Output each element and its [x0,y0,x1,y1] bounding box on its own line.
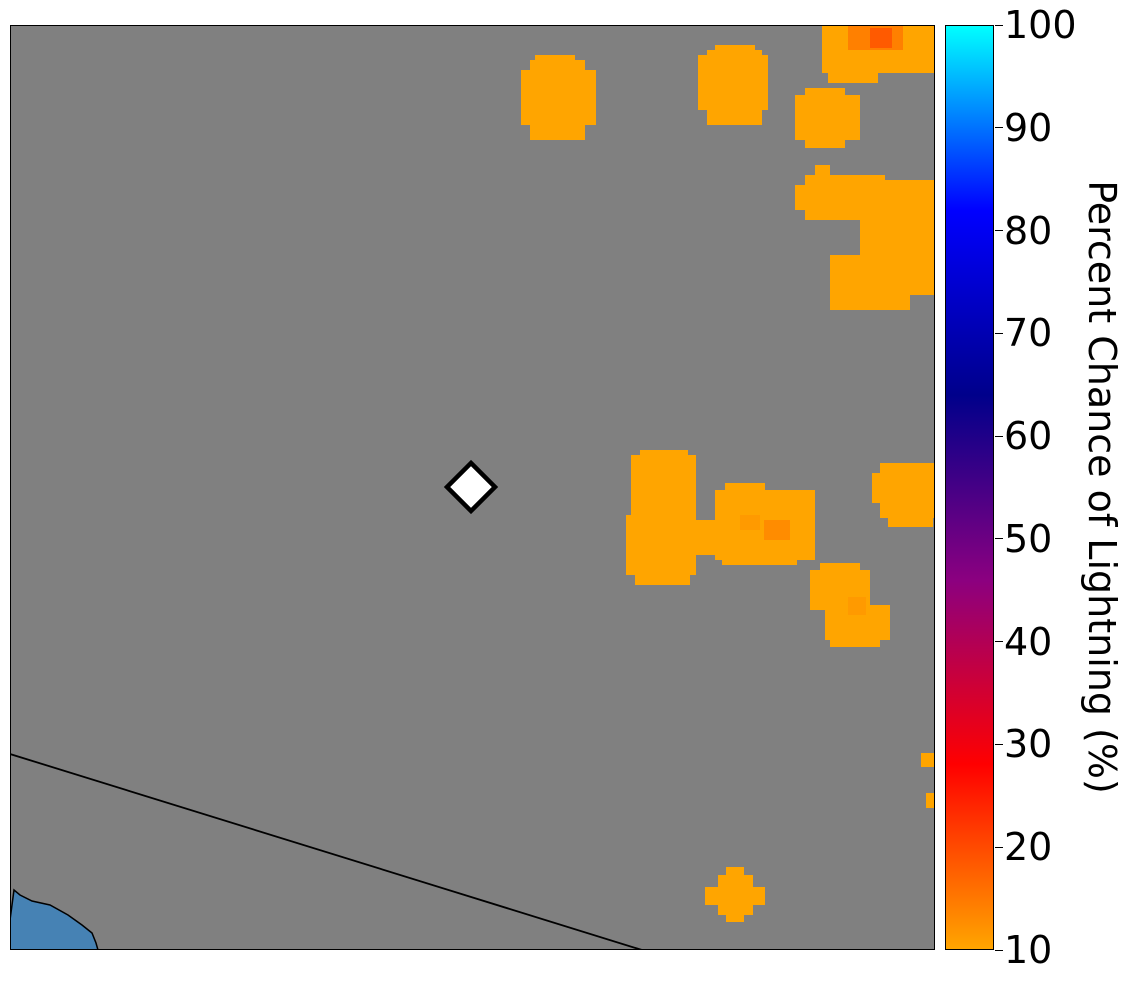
probability-patch-top-right [822,25,935,83]
probability-patch-center-right [686,483,815,565]
probability-patch-east-edge-small [921,753,935,808]
colorbar-tick-label: 20 [1004,825,1053,870]
probability-patch-east-edge [872,463,935,527]
probability-patch-southeast [810,563,890,647]
boundary-line [10,753,643,950]
colorbar-tick-label: 40 [1004,619,1053,664]
colorbar-tick-label: 60 [1004,414,1053,459]
colorbar-tick-mark [995,743,1003,745]
colorbar-tick-mark [995,332,1003,334]
colorbar-tick-mark [995,846,1003,848]
probability-patch-north-right [698,45,768,125]
map-canvas[interactable] [10,25,935,950]
colorbar-title: Percent Chance of Lightning (%) [1080,180,1124,794]
colorbar-tick-mark [995,538,1003,540]
colorbar-tick-mark [995,435,1003,437]
colorbar-tick-label: 10 [1004,928,1053,972]
map-frame [10,25,935,950]
probability-patch-north-center [521,55,596,140]
colorbar-tick-label: 90 [1004,105,1053,150]
map-panel[interactable] [10,25,935,950]
colorbar-tick-mark [995,127,1003,129]
colorbar-tick-label: 30 [1004,722,1053,767]
colorbar-tick-label: 100 [1004,3,1077,47]
location-marker-diamond[interactable] [443,459,499,515]
colorbar-tick-label: 70 [1004,311,1053,356]
probability-patch-center-right-west [626,450,696,585]
probability-patch-south [705,867,765,922]
colorbar-tick-mark [995,641,1003,643]
water-body [10,888,99,950]
colorbar-tick-label: 50 [1004,516,1053,561]
colorbar [945,25,994,950]
colorbar-tick-label: 80 [1004,208,1053,253]
colorbar-tick-mark [995,230,1003,232]
colorbar-tick-mark [995,949,1003,951]
colorbar-tick-mark [995,24,1003,26]
probability-patch-upper-right-large [795,165,935,310]
probability-patch-upper-right-small [795,88,860,148]
